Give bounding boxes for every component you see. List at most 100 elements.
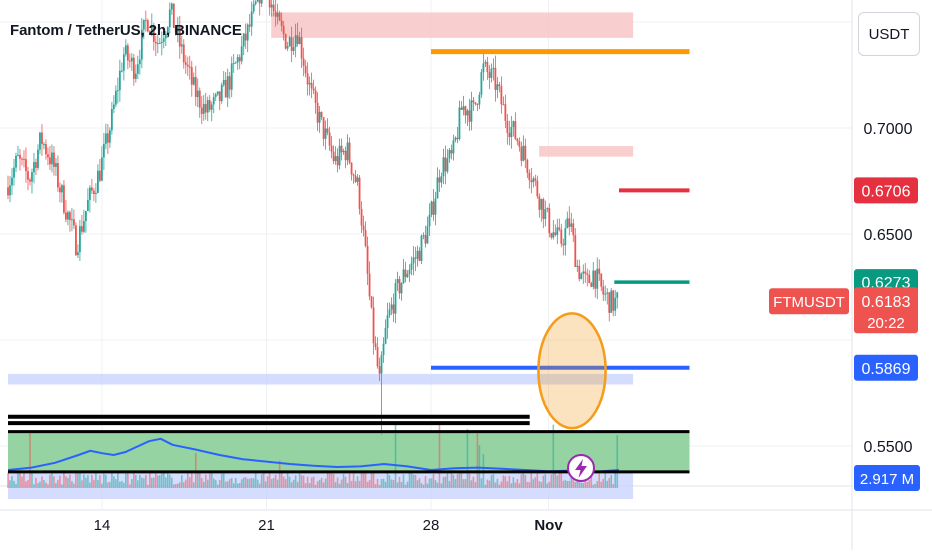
candle-body bbox=[100, 157, 103, 181]
volume-bar bbox=[137, 480, 139, 488]
volume-bar bbox=[135, 475, 137, 488]
volume-bar bbox=[594, 483, 597, 488]
volume-bar bbox=[388, 475, 391, 488]
volume-bar bbox=[560, 473, 563, 488]
volume-bar bbox=[558, 473, 561, 488]
candle-body bbox=[500, 86, 503, 105]
volume-bar bbox=[542, 475, 545, 488]
candle-body bbox=[182, 44, 185, 63]
volume-bar bbox=[157, 475, 159, 488]
volume-bar bbox=[590, 473, 593, 488]
currency-button[interactable]: USDT bbox=[858, 12, 920, 56]
candle-body bbox=[396, 279, 399, 284]
time-tick-label: 14 bbox=[94, 517, 111, 534]
volume-bar bbox=[133, 472, 135, 488]
volume-bar bbox=[324, 478, 327, 488]
volume-bar bbox=[75, 471, 77, 488]
volume-bar bbox=[322, 482, 325, 488]
candle-body bbox=[110, 109, 113, 131]
candle-body bbox=[600, 273, 603, 287]
volume-bar bbox=[131, 479, 133, 488]
volume-bar bbox=[336, 477, 339, 488]
volume-bar bbox=[109, 481, 111, 488]
candle-body bbox=[11, 177, 13, 186]
candle-body bbox=[63, 185, 65, 213]
candle-body bbox=[47, 154, 49, 158]
volume-bar bbox=[236, 483, 239, 488]
current-price-bg bbox=[854, 287, 918, 334]
lightning-icon[interactable] bbox=[567, 454, 595, 482]
volume-bar bbox=[486, 479, 489, 488]
candle-body bbox=[226, 76, 229, 98]
candle-body bbox=[59, 187, 61, 193]
candle-body bbox=[448, 149, 451, 159]
candle-body bbox=[208, 100, 211, 110]
volume-bar bbox=[248, 478, 251, 488]
candle-body bbox=[374, 343, 377, 348]
candle-body bbox=[422, 235, 425, 237]
red-level-label-bg bbox=[854, 177, 918, 204]
volume-bar bbox=[304, 483, 307, 488]
volume-bar bbox=[41, 476, 43, 488]
candle-body bbox=[494, 67, 497, 90]
volume-bar bbox=[450, 471, 453, 488]
candle-body bbox=[168, 9, 171, 28]
candles-layer bbox=[7, 0, 619, 435]
volume-bar bbox=[530, 473, 533, 488]
candle-body bbox=[224, 79, 227, 98]
candle-body bbox=[604, 293, 607, 295]
volume-bar bbox=[161, 473, 163, 488]
volume-bar bbox=[208, 473, 211, 488]
volume-bar bbox=[188, 477, 191, 488]
volume-bar bbox=[155, 473, 157, 488]
candle-body bbox=[492, 67, 495, 69]
candle-body bbox=[136, 64, 139, 74]
candle-body bbox=[438, 177, 441, 183]
candle-body bbox=[386, 315, 389, 329]
candle-body bbox=[118, 70, 121, 91]
volume-bar bbox=[416, 480, 419, 488]
volume-bar bbox=[446, 472, 449, 488]
volume-bar bbox=[163, 472, 165, 488]
volume-bar bbox=[115, 479, 117, 488]
volume-bar bbox=[552, 424, 555, 488]
candle-body bbox=[106, 133, 109, 143]
candle-body bbox=[130, 57, 133, 62]
volume-bar bbox=[254, 471, 257, 488]
candle-body bbox=[562, 243, 565, 246]
volume-bar bbox=[608, 478, 611, 488]
candle-body bbox=[440, 176, 443, 183]
volume-bar bbox=[228, 479, 231, 488]
candle-body bbox=[596, 268, 599, 289]
candle-body bbox=[87, 199, 89, 211]
candle-body bbox=[83, 221, 85, 232]
volume-bar bbox=[332, 473, 335, 488]
candle-body bbox=[580, 273, 583, 280]
candle-body bbox=[550, 233, 553, 238]
candle-body bbox=[584, 271, 587, 274]
candle-body bbox=[342, 150, 345, 153]
volume-bar bbox=[592, 484, 595, 488]
volume-bar bbox=[61, 484, 63, 488]
candle-body bbox=[23, 158, 25, 160]
candle-body bbox=[456, 137, 459, 139]
candle-body bbox=[61, 185, 63, 193]
candle-body bbox=[196, 90, 199, 98]
volume-bar bbox=[550, 474, 553, 488]
candle-body bbox=[230, 63, 233, 90]
volume-bar bbox=[598, 473, 601, 488]
countdown-label: 20:22 bbox=[867, 315, 905, 332]
volume-bar bbox=[426, 483, 429, 488]
candle-body bbox=[88, 187, 91, 200]
candle-body bbox=[470, 100, 473, 122]
candle-body bbox=[434, 198, 437, 215]
volume-bar bbox=[588, 480, 591, 488]
candle-body bbox=[17, 154, 19, 156]
volume-bar bbox=[354, 481, 357, 488]
volume-bar bbox=[568, 480, 571, 488]
volume-bar bbox=[438, 423, 441, 488]
highlight-circle[interactable] bbox=[537, 312, 607, 430]
volume-bar bbox=[596, 481, 599, 488]
